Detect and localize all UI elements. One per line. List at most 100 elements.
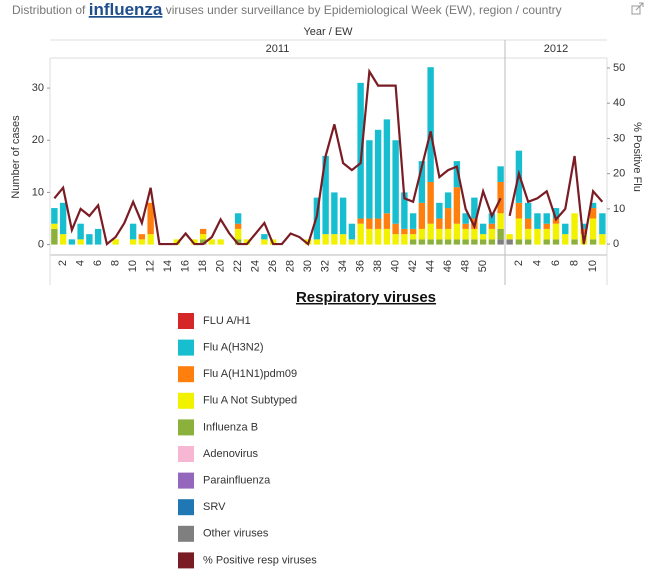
x-tick-label: 26 [267, 260, 279, 272]
bar-segment [515, 239, 523, 245]
y-axis-label: Number of cases [10, 115, 22, 199]
bar-segment [479, 234, 487, 240]
bar-segment [199, 234, 207, 240]
legend-label: FLU A/H1 [203, 315, 251, 327]
bar-segment [552, 223, 560, 240]
bar-segment [199, 228, 207, 235]
x-tick-label: 14 [162, 260, 174, 272]
bar-segment [409, 239, 417, 245]
bar-segment [488, 228, 496, 240]
x-header: Year / EW [303, 26, 353, 38]
x-tick-label: 2 [513, 260, 525, 266]
bar-segment [444, 192, 452, 209]
bar-segment [234, 239, 242, 245]
external-icon[interactable] [631, 2, 644, 15]
bar-segment [534, 228, 541, 245]
bar-segment [462, 239, 469, 245]
bar-segment [366, 218, 373, 229]
bar-segment [524, 218, 532, 229]
y2-tick-label: 10 [613, 203, 625, 215]
bar-segment [589, 208, 597, 219]
bar-segment [366, 228, 373, 245]
y2-tick-label: 30 [613, 132, 625, 144]
legend-label: Flu A Not Subtyped [203, 395, 297, 407]
legend-swatch [178, 366, 194, 383]
x-tick-label: 20 [215, 260, 227, 272]
bar-segment [138, 234, 146, 240]
bar-segment [524, 228, 532, 240]
y2-tick-label: 20 [613, 168, 625, 180]
x-tick-label: 30 [302, 260, 314, 272]
bar-segment [409, 234, 417, 240]
x-tick-label: 50 [477, 260, 489, 272]
bar-segment [357, 223, 364, 245]
bar-segment [147, 234, 154, 245]
y2-axis-label: % Positive Flu [631, 122, 643, 192]
bar-segment [427, 67, 434, 182]
bar-segment [444, 208, 452, 229]
bar-segment [418, 202, 426, 229]
bar-segment [243, 239, 251, 245]
bar-segment [571, 213, 578, 240]
bar-segment [589, 218, 597, 240]
bar-segment [261, 239, 268, 245]
x-tick-label: 10 [587, 260, 599, 272]
bar-segment [147, 202, 154, 235]
title-link[interactable]: influenza [89, 0, 163, 19]
line-series [508, 155, 604, 245]
legend-label: Parainfluenza [203, 475, 271, 487]
title-part: viruses under surveillance by Epidemiolo… [166, 3, 562, 17]
bar-segment [462, 213, 469, 224]
bar-segment [208, 239, 216, 245]
bar-segment [589, 239, 597, 245]
bar-segment [488, 239, 496, 245]
bar-segment [94, 228, 102, 245]
bar-segment [552, 239, 560, 245]
bar-segment [552, 208, 560, 219]
bar-segment [374, 228, 382, 245]
x-tick-label: 8 [568, 260, 580, 266]
bar-segment [77, 223, 84, 240]
bar-segment [112, 239, 119, 245]
bar-segment [59, 202, 67, 235]
x-tick-label: 16 [180, 260, 192, 272]
bar-segment [199, 239, 207, 245]
bar-segment [506, 239, 513, 245]
legend-swatch [178, 392, 194, 409]
x-tick-label: 44 [425, 260, 437, 272]
x-tick-label: 38 [372, 260, 384, 272]
x-tick-label: 6 [92, 260, 104, 266]
bar-segment [129, 223, 137, 240]
bar-segment [383, 119, 391, 214]
bar-segment [418, 161, 426, 203]
y2-tick-label: 50 [613, 62, 625, 74]
bar-segment [562, 234, 569, 245]
bar-segment [383, 213, 391, 229]
legend-swatch [178, 499, 194, 516]
y2-tick-label: 40 [613, 97, 625, 109]
chart-title: Distribution of influenza viruses under … [12, 0, 562, 19]
bar-segment [427, 223, 434, 240]
x-tick-label: 48 [460, 260, 472, 272]
bar-segment [191, 239, 198, 245]
bar-segment [383, 228, 391, 245]
bar-segment [562, 223, 569, 235]
bar-segment [444, 228, 452, 240]
bar-segment [374, 129, 382, 219]
bar-segment [401, 228, 408, 235]
bar-segment [51, 223, 58, 229]
bar-segment [331, 192, 338, 235]
legend-label: Flu A(H1N1)pdm09 [203, 368, 297, 380]
bar-segment [392, 140, 399, 224]
bar-segment [599, 234, 606, 245]
year-label: 2011 [266, 43, 290, 55]
legend-label: % Positive resp viruses [203, 554, 317, 566]
bar-segment [462, 223, 469, 229]
bar-segment [436, 218, 443, 229]
x-tick-label: 22 [232, 260, 244, 272]
legend-title: Respiratory viruses [296, 289, 436, 306]
bar-segment [436, 239, 443, 245]
bar-segment [543, 223, 550, 229]
x-tick-label: 34 [337, 260, 349, 272]
